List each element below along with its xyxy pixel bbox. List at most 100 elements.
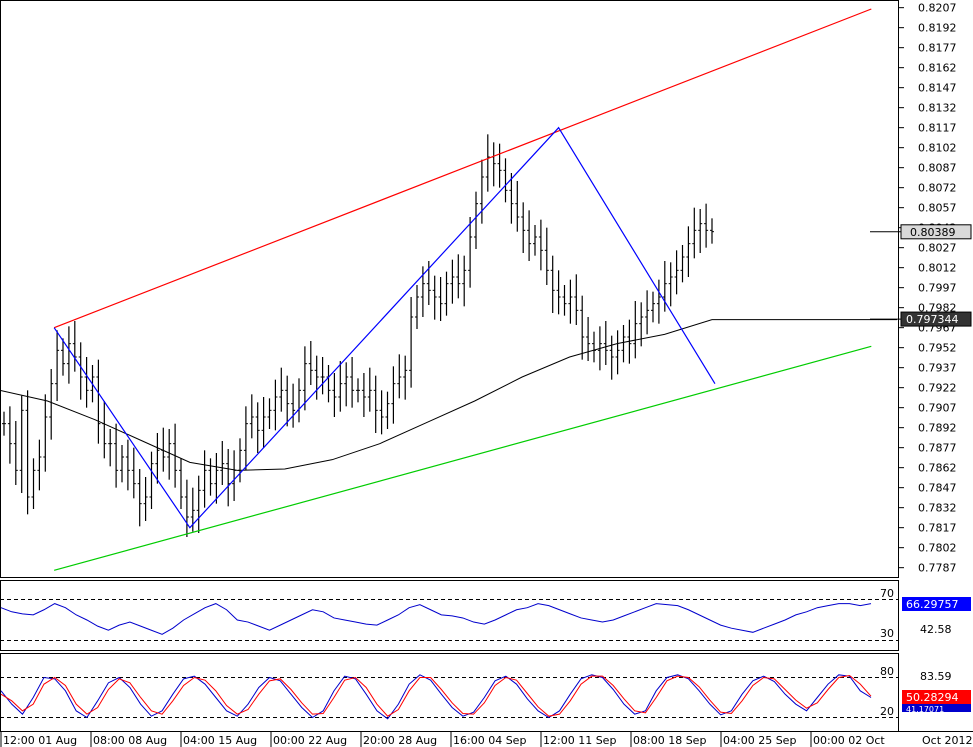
price-y-axis: 0.8207 0.8192 0.8177 0.8162 0.8147 0.8132 0.81… [899, 2, 957, 575]
price-bar [645, 290, 650, 335]
price-bar [580, 295, 585, 360]
price-bar [314, 355, 319, 400]
price-bar [367, 367, 372, 412]
price-bar [550, 255, 555, 313]
price-bar [698, 209, 703, 253]
price-bar [120, 445, 124, 483]
price-bar [462, 255, 467, 307]
lower-channel-line [53, 345, 872, 571]
price-bar [479, 159, 484, 224]
price-bar [538, 219, 543, 271]
price-bar [102, 401, 107, 459]
price-y-tick-label: 0.8207 [918, 2, 957, 15]
x-axis-corner-label: Oct 2012 [922, 734, 973, 747]
price-bar [202, 450, 207, 508]
rsi-line [0, 603, 872, 635]
price-bar [609, 335, 614, 380]
price-y-tick-label: 0.7877 [918, 442, 957, 455]
stoch-k-line [0, 674, 872, 720]
price-bar [261, 397, 266, 448]
price-bar [403, 355, 408, 400]
rsi-value-label: 66.29757 [906, 598, 959, 611]
price-bar [468, 217, 473, 288]
x-tick-label: 00:00 22 Aug [273, 734, 347, 747]
x-tick-label: 20:00 28 Aug [363, 734, 437, 747]
rsi-panel[interactable] [0, 580, 899, 651]
price-bar [338, 361, 343, 412]
rsi-secondary-label: 42.58 [920, 623, 952, 636]
price-bar [521, 202, 526, 253]
stoch-secondary-tag [902, 704, 971, 712]
price-bar [308, 341, 313, 385]
x-tick-label: 00:00 02 Oct [813, 734, 885, 747]
price-y-tick-label: 0.7862 [918, 462, 957, 475]
price-bar [291, 383, 296, 428]
price-bar [592, 331, 596, 363]
price-bar [49, 369, 54, 440]
price-bar [656, 279, 661, 324]
price-bar [515, 181, 520, 232]
price-bar [527, 210, 532, 261]
price-bar [96, 359, 101, 444]
price-bar [544, 227, 549, 285]
price-bar [444, 271, 449, 316]
zigzag-line [53, 126, 716, 529]
price-bar [43, 394, 48, 472]
price-y-tick-label: 0.8012 [918, 262, 957, 275]
price-bar [143, 477, 148, 521]
x-tick-label: 08:00 18 Sep [633, 734, 706, 747]
price-bar [692, 207, 697, 259]
price-bar [710, 218, 714, 244]
price-bar [491, 142, 496, 187]
price-y-tick-label: 0.8177 [918, 42, 957, 55]
price-bar [19, 395, 24, 493]
price-bar [615, 330, 620, 375]
price-y-tick-label: 0.8162 [918, 62, 957, 75]
price-bar [2, 411, 6, 436]
price-y-tick-label: 0.8072 [918, 182, 957, 195]
price-bar [450, 259, 455, 304]
x-tick-label: 12:00 01 Aug [3, 734, 77, 747]
price-bar [61, 338, 65, 376]
price-y-tick-label: 0.8057 [918, 202, 957, 215]
price-bar [273, 379, 278, 431]
price-bar [373, 375, 378, 433]
price-bar [509, 173, 514, 224]
price-bar [621, 325, 626, 363]
ma-value-tag: 0.797344 [870, 311, 972, 327]
price-bar [704, 203, 709, 248]
price-bar [72, 321, 77, 372]
rsi-70-tick: 70 [880, 587, 894, 600]
stochastic-panel[interactable] [0, 653, 899, 732]
price-bar [574, 274, 579, 325]
price-bar [320, 357, 325, 395]
price-bar [114, 423, 119, 488]
price-bar [562, 285, 567, 316]
price-bar [243, 406, 248, 471]
price-bar [7, 406, 12, 464]
price-bar [302, 346, 307, 411]
price-bar [184, 479, 189, 537]
current-price-tag: 0.80389 [870, 224, 972, 240]
stoch-value-label: 50.28294 [906, 691, 959, 704]
price-y-tick-label: 0.7922 [918, 382, 957, 395]
price-bar [131, 447, 136, 499]
price-bar [220, 441, 225, 485]
price-y-tick-label: 0.7937 [918, 362, 957, 375]
price-bar [332, 373, 337, 417]
price-bar [379, 390, 384, 435]
main-price-panel[interactable] [0, 0, 899, 578]
trendlines [53, 8, 872, 571]
stoch-20-tick: 20 [880, 705, 894, 718]
price-bar [285, 375, 290, 427]
price-y-tick-label: 0.8117 [918, 122, 957, 135]
price-bar [680, 245, 685, 283]
stoch-80-tick: 80 [880, 665, 894, 678]
ma-value-label: 0.797344 [906, 313, 959, 326]
price-bar [568, 279, 573, 324]
price-bar [662, 261, 667, 312]
price-bars [2, 134, 714, 537]
moving-average [0, 319, 897, 471]
price-y-tick-label: 0.8087 [918, 162, 957, 175]
